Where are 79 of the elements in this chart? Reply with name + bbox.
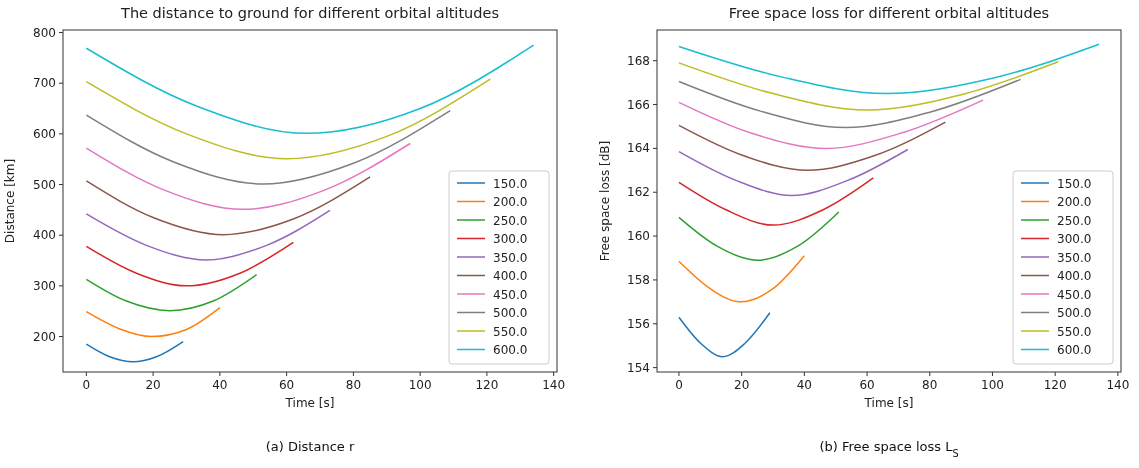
legend-label: 200.0 [1057, 195, 1092, 209]
y-tick-label: 200 [33, 329, 56, 344]
y-tick-label: 164 [627, 141, 650, 156]
legend-label: 450.0 [1057, 287, 1092, 302]
text: (b) Free space loss L$_{S}$ [819, 439, 959, 459]
chart-title: Free space loss for different orbital altitudes [728, 5, 1050, 21]
x-tick-label: 20 [145, 378, 161, 392]
x-tick-label: 120 [475, 378, 499, 392]
legend-label: 500.0 [493, 306, 528, 320]
x-tick-label: 0 [675, 378, 683, 392]
legend-label: 250.0 [493, 213, 528, 228]
line-series [678, 78, 1022, 129]
x-tick-label: 40 [796, 378, 812, 392]
y-tick-label: 300 [33, 278, 56, 293]
x-tick-label: 40 [212, 378, 228, 392]
legend-label: 450.0 [493, 287, 528, 302]
legend-label: 250.0 [1057, 213, 1092, 228]
y-tick-label: 166 [627, 97, 650, 112]
legend-label: 400.0 [1057, 269, 1092, 283]
y-tick-label: 600 [33, 126, 56, 141]
x-tick-label: 120 [1043, 378, 1067, 392]
legend-label: 150.0 [493, 176, 528, 191]
line-series [85, 142, 411, 211]
x-axis-title: Time [s] [863, 396, 914, 410]
line-series [678, 121, 947, 172]
y-tick-label: 400 [33, 228, 56, 243]
line-series [85, 176, 371, 236]
line-series [85, 340, 184, 363]
x-tick-label: 140 [1106, 378, 1130, 392]
line-series [85, 306, 221, 338]
line-series [85, 241, 295, 287]
line-series [678, 177, 875, 226]
text: (a) Distance r [265, 439, 355, 454]
x-tick-label: 0 [82, 378, 91, 392]
line-series [85, 209, 331, 261]
legend-label: 350.0 [493, 250, 528, 265]
legend-label: 550.0 [1057, 324, 1092, 339]
legend-label: 150.0 [1057, 176, 1092, 191]
y-tick-label: 154 [627, 360, 650, 375]
chart-title: The distance to ground for different orbital altitudes [120, 5, 499, 21]
line-series [678, 211, 840, 261]
legend-label: 600.0 [1057, 343, 1092, 357]
line-series [85, 273, 258, 312]
legend-label: 600.0 [493, 343, 528, 357]
line-series [678, 148, 909, 197]
y-tick-label: 700 [33, 76, 56, 91]
legend-label: 500.0 [1057, 306, 1092, 320]
x-tick-label: 60 [278, 378, 295, 392]
x-tick-label: 80 [345, 378, 362, 392]
legend-label: 200.0 [493, 195, 528, 209]
y-axis-title: Free space loss [dB] [598, 140, 612, 262]
y-tick-label: 500 [33, 177, 56, 192]
legend-label: 550.0 [493, 324, 528, 339]
x-tick-label: 20 [734, 378, 750, 392]
legend-label: 300.0 [1057, 232, 1092, 246]
line-series [678, 43, 1100, 95]
y-tick-label: 800 [33, 25, 56, 40]
x-axis-title: Time [s] [284, 396, 335, 410]
line-series [85, 109, 451, 185]
legend-label: 300.0 [493, 232, 528, 246]
y-tick-label: 156 [627, 316, 650, 331]
legend-label: 350.0 [1057, 250, 1092, 265]
y-tick-label: 160 [627, 229, 650, 244]
legend-label: 400.0 [493, 269, 528, 283]
y-tick-label: 158 [627, 272, 650, 287]
y-tick-label: 162 [627, 185, 650, 200]
line-series [85, 78, 491, 160]
line-series [678, 312, 771, 358]
x-tick-label: 60 [859, 378, 875, 392]
x-tick-label: 100 [408, 378, 432, 392]
line-series [85, 44, 535, 135]
line-series [678, 99, 984, 150]
x-tick-label: 100 [981, 378, 1004, 392]
y-axis-title: Distance [km] [3, 158, 17, 244]
y-tick-label: 168 [627, 53, 650, 68]
line-series [678, 61, 1060, 111]
x-tick-label: 140 [542, 378, 566, 392]
x-tick-label: 80 [922, 378, 938, 392]
line-series [678, 255, 806, 303]
